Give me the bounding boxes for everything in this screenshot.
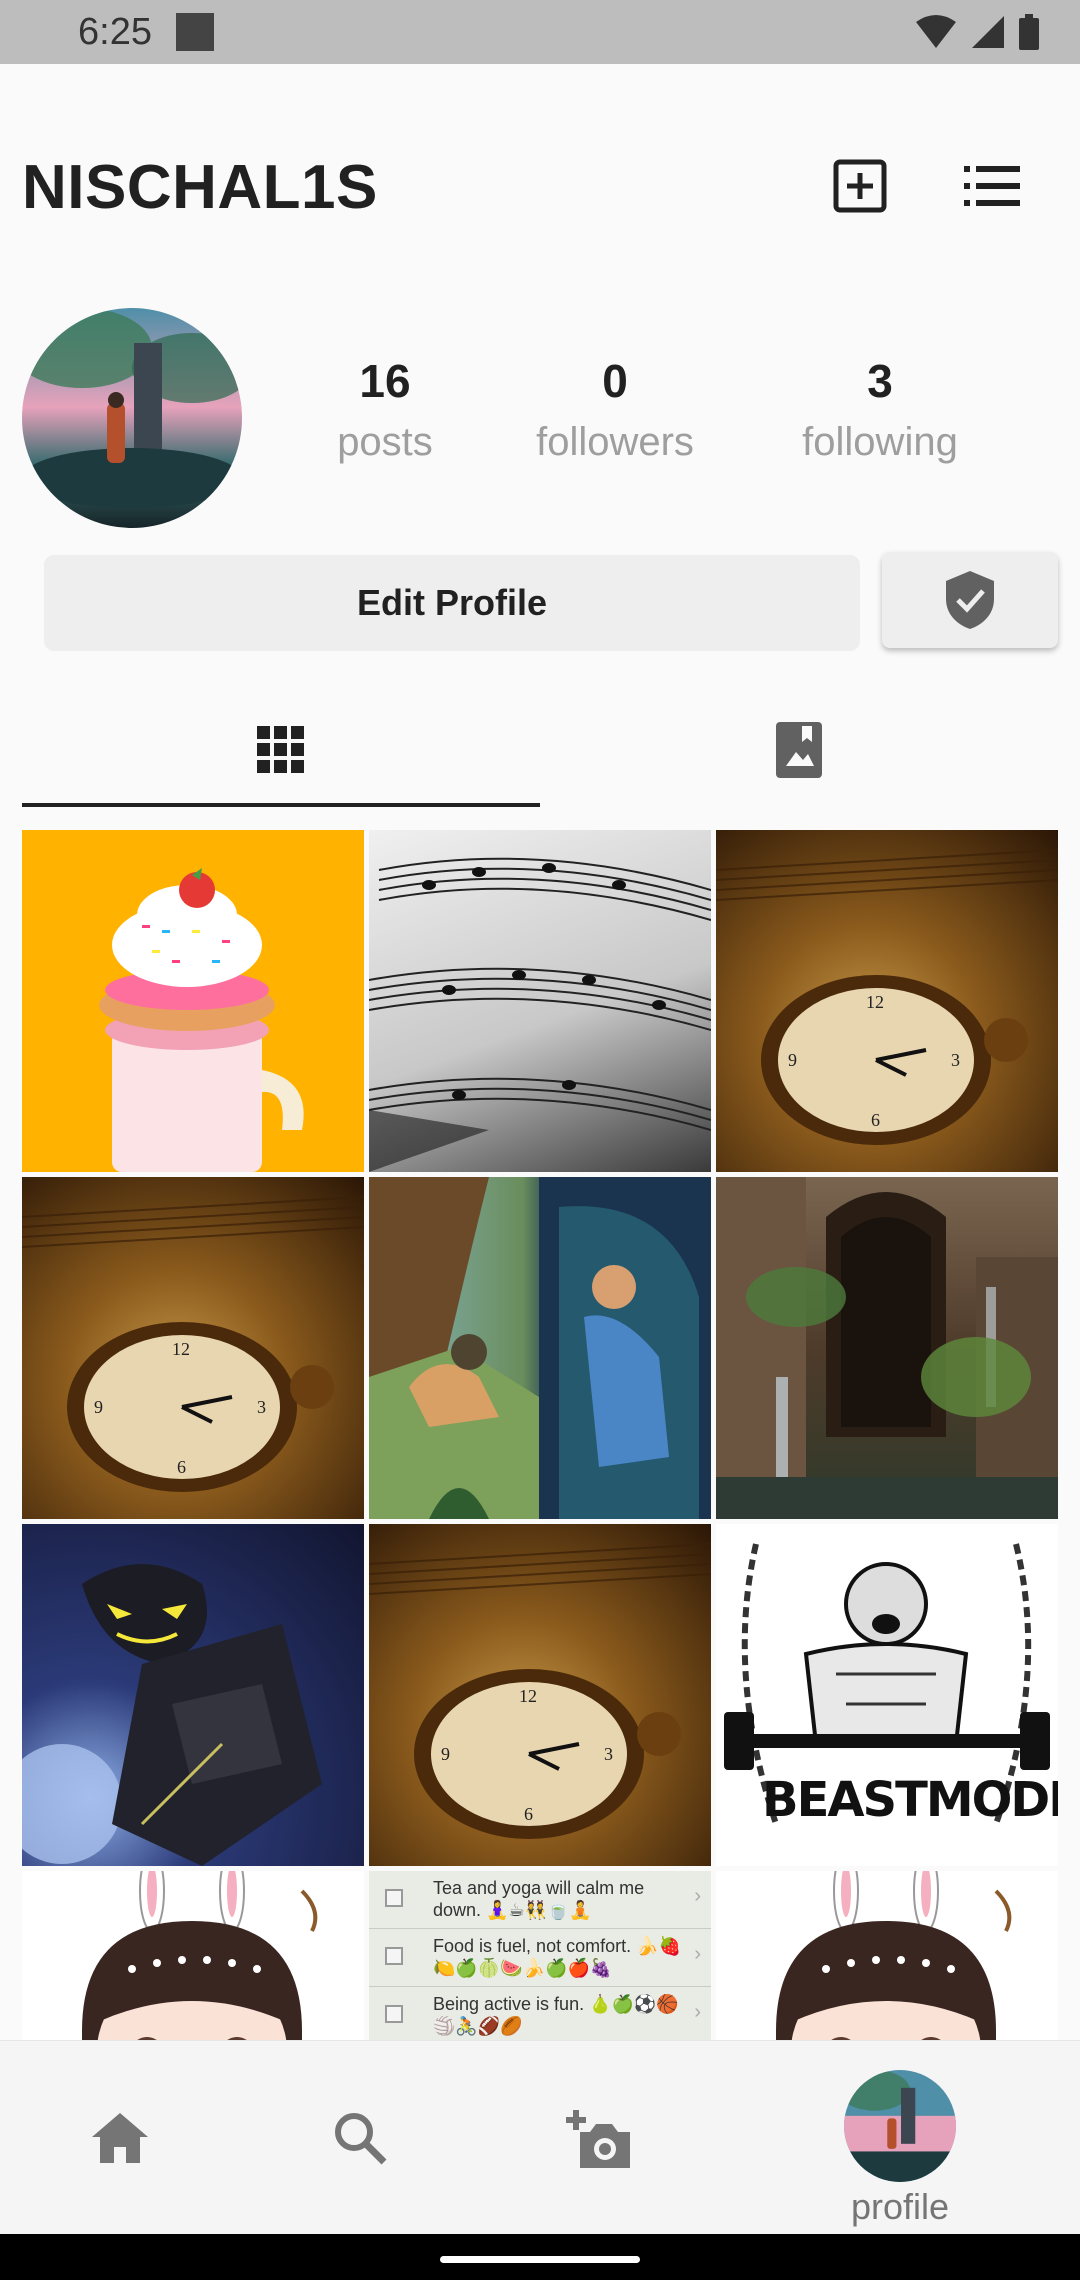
tab-saved[interactable] xyxy=(540,690,1058,810)
post-tile-ancient-ruins[interactable] xyxy=(716,1177,1058,1519)
home-gesture-handle[interactable] xyxy=(440,2256,640,2263)
svg-text:12: 12 xyxy=(519,1686,537,1706)
posts-grid: 12 3 6 9 12 3 6 9 xyxy=(22,830,1058,2040)
nav-add-photo[interactable] xyxy=(530,2041,670,2235)
post-tile-donut-milkshake[interactable] xyxy=(22,830,364,1172)
wifi-icon xyxy=(916,15,956,48)
profile-avatar[interactable] xyxy=(22,308,242,528)
nav-search[interactable] xyxy=(290,2041,430,2235)
posts-label: posts xyxy=(337,420,433,464)
tab-grid[interactable] xyxy=(22,690,540,810)
svg-text:6: 6 xyxy=(177,1457,186,1477)
list-item: Food is fuel, not comfort. 🍌🍓🍋🍏🍈🍉🍌🍏🍎🍇 › xyxy=(369,1929,711,1987)
status-time: 6:25 xyxy=(78,10,152,53)
svg-text:6: 6 xyxy=(524,1804,533,1824)
posts-stat[interactable]: 16 posts xyxy=(310,358,460,462)
list-menu-icon xyxy=(964,166,1020,206)
search-icon xyxy=(335,2113,387,2165)
privacy-shield-button[interactable] xyxy=(882,552,1058,648)
post-image xyxy=(716,1177,1058,1519)
list-item-text: Being active is fun. 🍐🍏⚽🏀🏐🚴🏈🏉 xyxy=(433,1994,679,2036)
followers-count: 0 xyxy=(602,355,628,407)
followers-label: followers xyxy=(536,420,694,464)
beastmode-text: BEASTMODE xyxy=(762,1772,1058,1828)
post-tile-pocket-watch[interactable]: 12 3 6 9 xyxy=(22,1177,364,1519)
nav-home[interactable] xyxy=(50,2041,190,2235)
edit-profile-button[interactable]: Edit Profile xyxy=(44,555,860,651)
following-count: 3 xyxy=(867,355,893,407)
svg-text:3: 3 xyxy=(257,1397,266,1417)
following-stat[interactable]: 3 following xyxy=(780,358,980,462)
post-tile-anime-girl[interactable] xyxy=(22,1871,364,2040)
list-item: Tea and yoga will calm me down. 🧘‍♀️☕👯🍵🧘… xyxy=(369,1871,711,1929)
post-image: 12 3 6 9 xyxy=(716,849,1058,1145)
system-gesture-bar xyxy=(0,2234,1080,2280)
svg-text:12: 12 xyxy=(866,992,884,1012)
list-item: Being active is fun. 🍐🍏⚽🏀🏐🚴🏈🏉 › xyxy=(369,1987,711,2040)
nav-profile[interactable]: profile xyxy=(820,2041,980,2235)
post-tile-checklist[interactable]: Tea and yoga will calm me down. 🧘‍♀️☕👯🍵🧘… xyxy=(369,1871,711,2040)
post-tile-sheet-music[interactable] xyxy=(369,830,711,1172)
svg-text:9: 9 xyxy=(788,1050,797,1070)
post-image xyxy=(724,1543,1050,1825)
status-bar: 6:25 xyxy=(0,0,1080,64)
svg-text:3: 3 xyxy=(604,1744,613,1764)
active-tab-indicator xyxy=(22,803,540,807)
post-image xyxy=(99,868,304,1172)
profile-header: NISCHAL1S xyxy=(0,64,1080,310)
battery-icon xyxy=(1019,14,1039,50)
grid-icon xyxy=(257,726,304,773)
post-tile-cartoon-scene[interactable] xyxy=(369,1177,711,1519)
add-square-icon xyxy=(833,159,887,213)
add-post-button[interactable] xyxy=(828,154,892,218)
post-tile-pocket-watch[interactable]: 12 3 6 9 xyxy=(716,830,1058,1172)
post-image xyxy=(776,1871,1012,2040)
post-image xyxy=(22,1564,322,1866)
avatar xyxy=(844,2070,956,2182)
chevron-right-icon: › xyxy=(694,1943,701,1965)
checkbox-icon xyxy=(385,2005,403,2023)
post-tile-robot-warrior[interactable] xyxy=(22,1524,364,1866)
svg-text:9: 9 xyxy=(94,1397,103,1417)
shield-check-icon xyxy=(946,571,994,629)
chevron-right-icon: › xyxy=(694,2001,701,2023)
add-photo-camera-icon xyxy=(566,2110,630,2168)
profile-tabs xyxy=(22,690,1058,810)
post-image xyxy=(369,1177,711,1519)
checkbox-icon xyxy=(385,1947,403,1965)
following-label: following xyxy=(802,420,958,464)
status-icons xyxy=(914,14,1040,50)
followers-stat[interactable]: 0 followers xyxy=(520,358,710,462)
posts-count: 16 xyxy=(359,355,411,407)
nav-profile-label: profile xyxy=(850,2186,950,2227)
chevron-right-icon: › xyxy=(694,1885,701,1907)
post-image: 12 3 6 9 xyxy=(369,1543,711,1839)
post-tile-anime-girl[interactable] xyxy=(716,1871,1058,2040)
home-icon xyxy=(92,2113,148,2163)
bookmark-photo-icon xyxy=(776,722,822,778)
svg-text:9: 9 xyxy=(441,1744,450,1764)
svg-text:3: 3 xyxy=(951,1050,960,1070)
post-tile-beastmode[interactable]: BEASTMODE xyxy=(716,1524,1058,1866)
menu-button[interactable] xyxy=(960,154,1024,218)
svg-text:12: 12 xyxy=(172,1339,190,1359)
list-item-text: Tea and yoga will calm me down. 🧘‍♀️☕👯🍵🧘 xyxy=(433,1878,645,1920)
bottom-navigation: profile xyxy=(0,2040,1080,2234)
post-image xyxy=(369,857,711,1172)
post-tile-pocket-watch[interactable]: 12 3 6 9 xyxy=(369,1524,711,1866)
avatar-image xyxy=(844,2070,956,2182)
post-image xyxy=(82,1871,318,2040)
svg-text:6: 6 xyxy=(871,1110,880,1130)
post-image: 12 3 6 9 xyxy=(22,1196,364,1492)
avatar-image xyxy=(22,308,242,528)
profile-username: NISCHAL1S xyxy=(22,153,378,222)
list-item-text: Food is fuel, not comfort. 🍌🍓🍋🍏🍈🍉🍌🍏🍎🍇 xyxy=(433,1936,681,1978)
notification-icon xyxy=(175,13,214,51)
signal-icon xyxy=(972,16,1004,48)
checkbox-icon xyxy=(385,1889,403,1907)
